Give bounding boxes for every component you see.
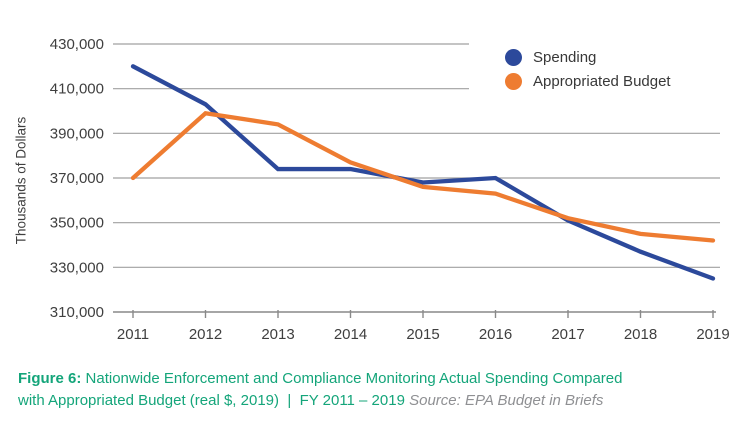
figure-number-label: Figure 6:: [18, 370, 82, 387]
x-tick-label: 2018: [624, 326, 657, 343]
source-credit: Source: EPA Budget in Briefs: [409, 392, 604, 409]
x-tick-label: 2011: [117, 326, 149, 343]
x-tick-label: 2017: [551, 326, 584, 343]
y-tick-label: 390,000: [50, 125, 104, 142]
y-tick-label: 310,000: [50, 304, 104, 321]
x-tick-label: 2016: [479, 326, 512, 343]
y-axis-title: Thousands of Dollars: [13, 116, 29, 245]
y-tick-label: 410,000: [50, 81, 104, 98]
caption-line-1: Nationwide Enforcement and Compliance Mo…: [85, 370, 623, 387]
y-tick-label: 350,000: [50, 215, 104, 232]
chart-legend: Spending Appropriated Budget: [505, 45, 671, 93]
figure-caption: Figure 6: Nationwide Enforcement and Com…: [18, 368, 744, 412]
x-tick-label: 2014: [334, 326, 367, 343]
legend-label-appropriated-budget: Appropriated Budget: [533, 72, 671, 90]
legend-label-spending: Spending: [533, 48, 597, 66]
caption-line-2: with Appropriated Budget (real $, 2019) …: [18, 392, 405, 409]
x-tick-label: 2012: [189, 326, 222, 343]
line-chart: 310,000 330,000 350,000 370,000 390,000 410,0…: [50, 36, 730, 343]
legend-item-spending: Spending: [505, 45, 671, 69]
series-line-appropriated-budget: [130, 110, 716, 243]
y-tick-label: 430,000: [50, 36, 104, 53]
spending-series-dot-icon: [505, 48, 522, 66]
series-line-spending: [130, 64, 716, 281]
x-tick-label: 2019: [696, 326, 729, 343]
legend-item-appropriated-budget: Appropriated Budget: [505, 69, 671, 93]
y-tick-label: 330,000: [50, 259, 104, 276]
x-tick-label: 2013: [261, 326, 294, 343]
appropriated-budget-series-dot-icon: [505, 72, 522, 90]
x-tick-label: 2015: [406, 326, 439, 343]
y-tick-label: 370,000: [50, 170, 104, 187]
